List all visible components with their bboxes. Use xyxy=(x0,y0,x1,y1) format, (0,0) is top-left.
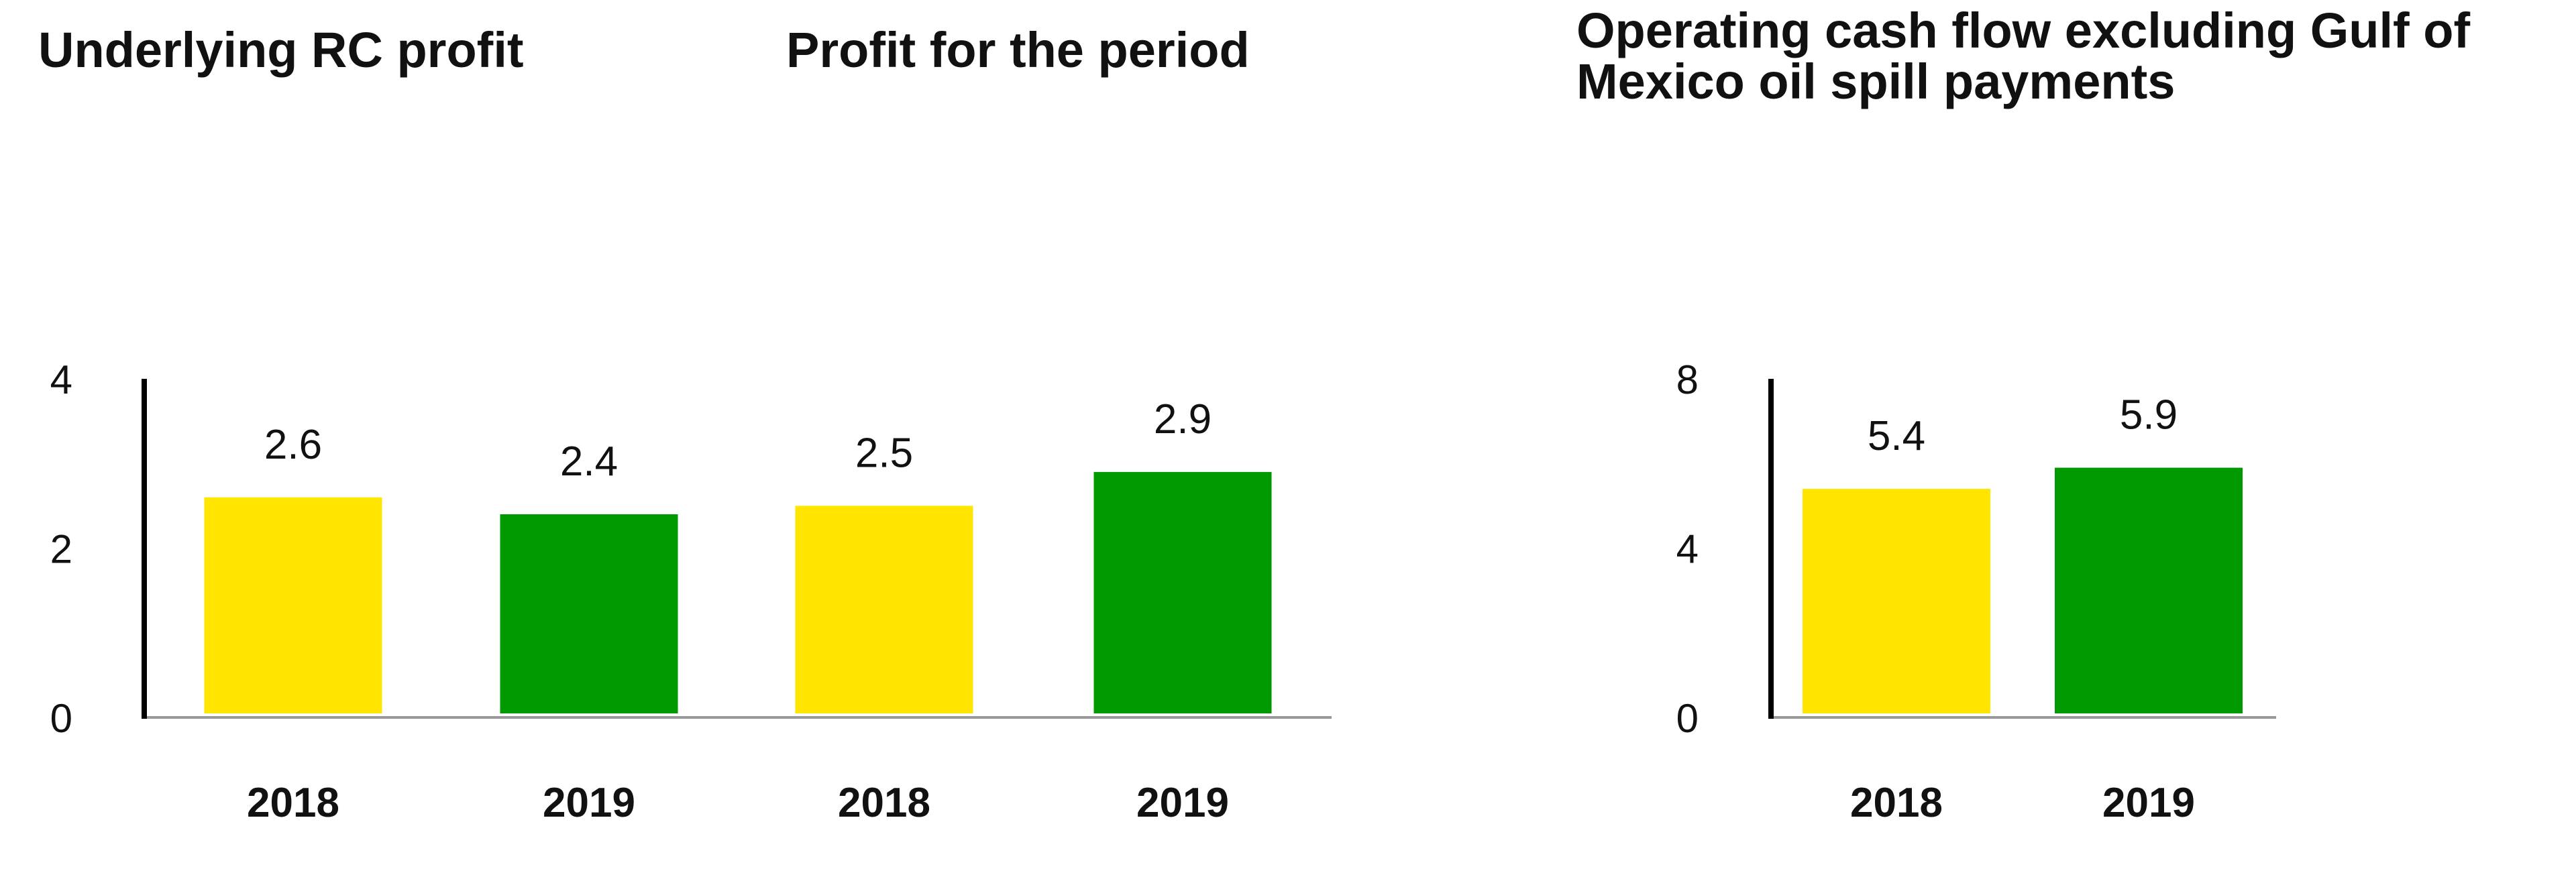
x-category-label: 2018 xyxy=(838,780,930,826)
chart-title-line-1: Operating cash flow excluding Gulf of xyxy=(1576,3,2471,58)
bar-2018 xyxy=(795,506,973,713)
chart-title-underlying-rc-profit: Underlying RC profit xyxy=(38,22,524,78)
x-category-label: 2019 xyxy=(2102,780,2195,826)
x-category-label: 2018 xyxy=(247,780,339,826)
x-category-label: 2018 xyxy=(1850,780,1943,826)
x-category-label: 2019 xyxy=(543,780,635,826)
x-category-label: 2019 xyxy=(1136,780,1229,826)
bar-2018 xyxy=(1803,489,1990,713)
y-tick-label: 4 xyxy=(1676,527,1699,572)
data-label: 5.4 xyxy=(1868,413,1925,459)
bar-2019 xyxy=(500,514,678,713)
data-label: 2.9 xyxy=(1154,396,1212,443)
y-tick-label: 0 xyxy=(1676,696,1699,741)
chart-title-profit-for-period: Profit for the period xyxy=(786,22,1250,78)
data-label: 2.5 xyxy=(855,430,913,476)
y-tick-label: 8 xyxy=(1676,357,1699,402)
data-label: 2.4 xyxy=(560,439,618,485)
data-label: 2.6 xyxy=(264,422,322,468)
y-tick-label: 0 xyxy=(50,696,72,741)
y-tick-label: 2 xyxy=(50,527,72,572)
bar-2018 xyxy=(204,497,382,713)
y-tick-label: 4 xyxy=(50,357,72,402)
bar-2019 xyxy=(1093,471,1272,713)
bar-2019 xyxy=(2055,467,2243,713)
chart-title-operating-cash-flow: Operating cash flow excluding Gulf of Me… xyxy=(1576,5,2470,107)
data-label: 5.9 xyxy=(2120,392,2178,439)
chart-title-line-2: Mexico oil spill payments xyxy=(1576,54,2176,110)
